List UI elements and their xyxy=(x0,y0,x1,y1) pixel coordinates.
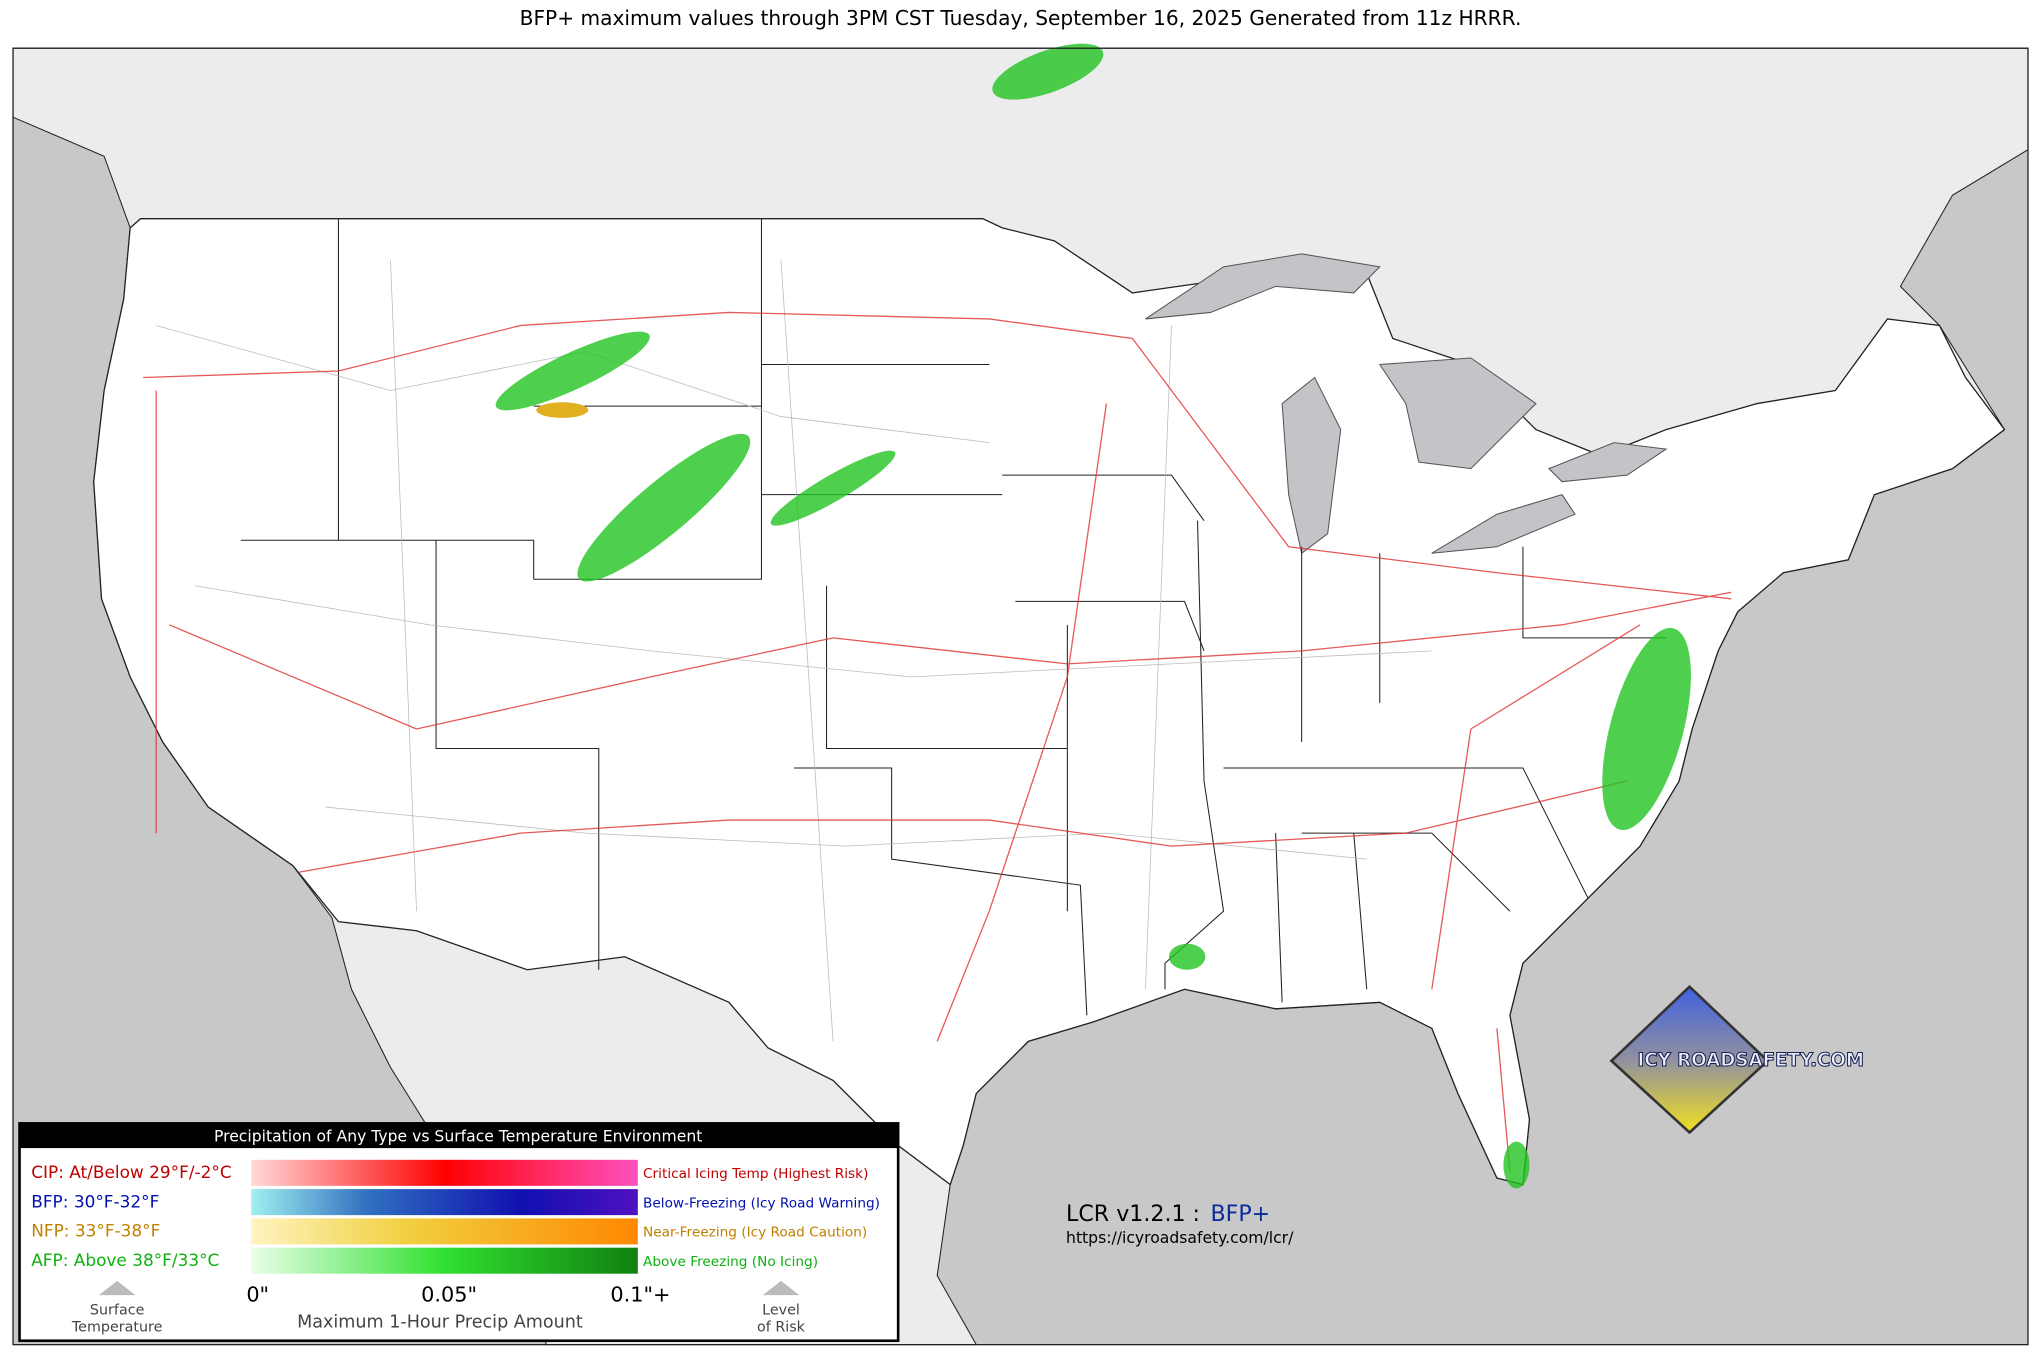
legend-description: Below-Freezing (Icy Road Warning) xyxy=(643,1195,880,1211)
us-land xyxy=(93,218,2006,1186)
legend-swatch xyxy=(251,1189,638,1216)
logo-text: ICY ROADSAFETY.COM xyxy=(1637,1050,1864,1071)
legend-description: Critical Icing Temp (Highest Risk) xyxy=(643,1166,868,1182)
legend-header xyxy=(19,1123,899,1149)
legend-title: Precipitation of Any Type vs Surface Tem… xyxy=(214,1128,702,1146)
scale-label: 0" xyxy=(246,1283,269,1307)
legend-swatch xyxy=(251,1218,638,1245)
arrow-icon xyxy=(762,1280,800,1296)
great-lakes xyxy=(1145,253,1668,555)
precip-area xyxy=(1503,1141,1530,1189)
version: LCR v1.2.1 : xyxy=(1066,1201,1200,1227)
url: https://icyroadsafety.com/lcr/ xyxy=(1066,1229,1294,1247)
lake-superior xyxy=(1145,253,1381,320)
side-label: Temperature xyxy=(71,1320,163,1336)
precip-area xyxy=(1602,627,1691,830)
product: BFP+ xyxy=(1210,1201,1270,1227)
logo: ICY ROADSAFETY.COM xyxy=(1609,984,1865,1135)
legend-description: Near-Freezing (Icy Road Caution) xyxy=(643,1225,867,1241)
precip-areas xyxy=(495,43,1691,1189)
scale-label: 0.05" xyxy=(421,1283,477,1307)
lake-michigan xyxy=(1281,376,1342,555)
legend-code: AFP: Above 38°F/33°C xyxy=(31,1250,219,1270)
legend: Precipitation of Any Type vs Surface Tem… xyxy=(18,1122,900,1343)
version-label: LCR v1.2.1 : BFP+ xyxy=(1066,1201,1270,1227)
scale-label: 0.1"+ xyxy=(610,1283,670,1307)
lake-ontario xyxy=(1548,442,1668,483)
scale-title: Maximum 1-Hour Precip Amount xyxy=(297,1313,583,1333)
precip-area xyxy=(536,402,589,418)
legend-rows: CIP: At/Below 29°F/-2°C Critical Icing Te… xyxy=(31,1159,880,1274)
legend-code: CIP: At/Below 29°F/-2°C xyxy=(31,1162,231,1182)
precip-area xyxy=(1168,943,1206,970)
legend-code: NFP: 33°F-38°F xyxy=(31,1221,160,1241)
legend-description: Above Freezing (No Icing) xyxy=(643,1254,818,1270)
legend-swatch xyxy=(251,1247,638,1274)
precip-area xyxy=(577,433,751,582)
map-frame xyxy=(12,47,2029,1346)
state-borders xyxy=(240,218,1667,1016)
logo-diamond xyxy=(1609,984,1770,1135)
precip-area xyxy=(770,450,896,526)
side-label: of Risk xyxy=(757,1320,806,1336)
state-lines xyxy=(240,218,1667,1016)
precip-area xyxy=(992,43,1104,100)
interstates xyxy=(143,311,1732,1172)
legend-swatch xyxy=(251,1159,638,1186)
arrow-icon xyxy=(98,1280,136,1296)
lake-huron xyxy=(1378,357,1537,470)
precip-area xyxy=(495,331,650,411)
legend-code: BFP: 30°F-32°F xyxy=(31,1191,159,1211)
side-label: Surface xyxy=(90,1303,145,1319)
map-title: BFP+ maximum values through 3PM CST Tues… xyxy=(520,6,1522,30)
lake-erie xyxy=(1431,494,1576,554)
side-label: Level xyxy=(762,1303,800,1319)
